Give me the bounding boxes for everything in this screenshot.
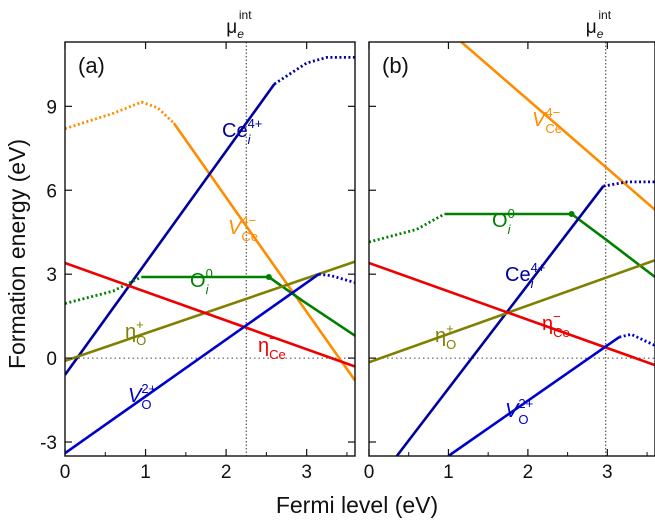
x-tick-label: 0 [60,462,71,483]
panel-tag: (b) [382,53,409,78]
series-v-o-2-solid [65,273,320,455]
y-tick-label: 9 [46,97,57,118]
series-label-eta-o: η+ O [435,321,456,352]
transition-point-marker [265,273,272,280]
series-label-ce-i-4: Ce4+ i [222,116,262,147]
plot-frame [64,41,356,457]
series-v-o-2-dotted [318,272,355,284]
series-label-eta-ce: η− Ce [542,309,570,340]
series-eta-ce-solid [65,261,355,368]
series-ce-i-4-solid [65,83,276,376]
series-ce-i-4-solid [395,185,605,456]
x-tick-label: 3 [301,462,312,483]
series-label-o-i-0: O0 i [492,206,515,237]
series-o-i-0-solid [141,275,355,337]
series-label-v-o-2: V2+ O [128,381,156,412]
plot-frame [368,41,655,457]
series-label-eta-o: η+ O [125,317,146,348]
series-eta-o-solid [369,258,655,364]
series-label-v-ce-4: V4− Ce [228,213,258,244]
x-tick-label: 2 [523,462,534,483]
series-v-ce-4-solid [172,122,355,382]
y-tick-label: 0 [46,349,57,370]
y-tick-label: -3 [40,433,57,454]
y-tick-label: 6 [46,181,57,202]
series-v-o-2-dotted [618,332,655,347]
x-tick-label: 1 [443,462,454,483]
plot-area [65,56,355,455]
transition-point-marker [568,211,575,218]
series-label-o-i-0: O0 i [190,266,213,297]
series-label-v-ce-4: V4− Ce [532,105,562,136]
series-label-ce-i-4: Ce4+ i [505,260,545,291]
series-label-eta-ce: η− Ce [258,331,286,362]
series-v-ce-4-dotted [65,100,175,131]
x-tick-label: 1 [140,462,151,483]
series-o-i-0-dotted [369,212,446,244]
x-axis-title: Fermi level (eV) [276,492,438,518]
series-o-i-0-dotted [65,275,143,305]
plot-area [369,42,655,456]
x-tick-label: 0 [364,462,375,483]
series-eta-o-solid [65,260,355,363]
panel-tag: (a) [78,53,105,78]
series-ce-i-4-dotted [273,56,355,86]
mu-int-label: μeint [226,8,252,41]
series-o-i-0-solid [444,212,655,279]
mu-int-label: μeint [586,8,612,41]
series-ce-i-4-dotted [603,180,655,188]
series-v-ce-4-solid [459,42,655,211]
y-tick-label: 3 [46,265,57,286]
y-axis-title: Formation energy (eV) [4,139,30,369]
x-tick-label: 2 [221,462,232,483]
x-tick-label: 3 [602,462,613,483]
panel-b: V4− Ce O0 i Ce4+ i η+ O η− Ce V2+ O 0 1 2 3 (b) μeint [364,8,655,483]
series-eta-ce-solid [369,261,655,367]
series-v-o-2-solid [447,336,621,456]
series-label-v-o-2: V2+ O [505,396,533,427]
